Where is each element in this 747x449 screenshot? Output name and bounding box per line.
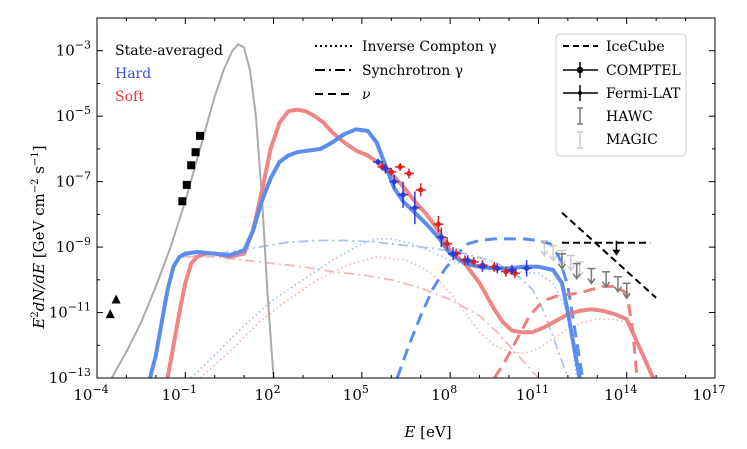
legend-soft: Soft <box>115 89 144 105</box>
legend-hard: Hard <box>115 66 151 82</box>
hard-data-point-marker <box>479 264 486 270</box>
soft-data-point-marker <box>397 164 403 170</box>
fermi-upper-arrow <box>612 249 621 256</box>
hard-data-point-marker <box>382 165 388 172</box>
hawc-upper-limit-arrow <box>613 286 623 294</box>
state-triangle-point <box>105 309 115 319</box>
hawc-upper-limit-arrow <box>572 273 581 280</box>
soft-data-point-marker <box>388 169 394 175</box>
soft-data-point-marker <box>444 241 450 247</box>
hard-data-point-marker <box>391 179 397 185</box>
legend-comptel-label: COMPTEL <box>606 63 681 79</box>
y-tick-label: 10−5 <box>56 104 91 125</box>
plot-content <box>105 43 657 378</box>
state-square-point <box>187 161 196 170</box>
state-square-point <box>191 148 200 157</box>
state-square-point <box>178 197 187 206</box>
plot-series <box>105 43 657 378</box>
x-tick-label: 102 <box>255 383 281 404</box>
legend-ic-label: Inverse Compton γ <box>362 39 497 55</box>
soft-data-point-marker <box>418 187 424 193</box>
hawc-upper-limit-arrow <box>557 263 567 271</box>
legend-fermi-label: Fermi-LAT <box>606 86 681 102</box>
magic-upper-limit-arrow <box>540 250 549 258</box>
x-tick-label: 1014 <box>604 383 637 404</box>
legend-comptel-marker <box>576 66 584 74</box>
axes: 10−4 10−1 102 105 108 1011 1014 1017 10−3 10−5 10−… <box>49 17 726 404</box>
series-hard-sync <box>179 239 569 378</box>
state-square-point <box>196 131 204 140</box>
hard-data-point-marker <box>509 267 515 273</box>
legend-state-averaged: State-averaged <box>115 43 223 59</box>
hard-data-point-marker <box>375 159 381 165</box>
soft-data-point-marker <box>406 170 412 177</box>
x-tick-label: 105 <box>343 383 369 404</box>
hard-data-point-marker <box>524 265 530 271</box>
state-square-point <box>182 180 191 189</box>
hard-data-point-marker <box>494 265 500 271</box>
series-gray-thermal <box>110 43 275 378</box>
series-hard-ic <box>190 238 578 378</box>
magic-upper-limit-arrow <box>566 265 575 272</box>
data-legend: IceCube COMPTEL Fermi-LAT HAWC MAGIC <box>555 33 687 157</box>
y-axis-label: E2dN/dE [GeV cm−2 s−1] <box>30 145 48 329</box>
hard-data-point-marker <box>400 192 406 198</box>
legend-icecube-label: IceCube <box>606 39 665 55</box>
state-legend: State-averaged Hard Soft <box>115 43 223 105</box>
legend-fermi-marker <box>578 91 582 95</box>
x-tick-label: 108 <box>431 383 457 404</box>
hard-data-point-marker <box>450 251 456 257</box>
x-tick-label: 1017 <box>692 383 725 404</box>
y-tick-label: 10−11 <box>49 301 91 322</box>
y-tick-label: 10−7 <box>56 170 91 191</box>
hawc-upper-limit-arrow <box>587 278 596 285</box>
hawc-upper-limit-arrow <box>622 292 631 300</box>
magic-upper-limit-arrow <box>549 255 558 262</box>
series-hard-nu <box>395 237 585 378</box>
legend-nu-label: ν <box>362 87 371 103</box>
hawc-upper-limit-arrow <box>601 281 611 289</box>
x-axis-label-symbol: E <box>403 423 415 441</box>
hard-data-point-marker <box>465 257 471 263</box>
y-tick-label: 10−9 <box>56 235 91 256</box>
data-legend-box <box>555 33 687 157</box>
series-soft-nu <box>493 284 639 378</box>
x-tick-label: 10−1 <box>162 383 197 404</box>
series-icecube-slope <box>561 211 657 299</box>
component-legend: Inverse Compton γ Synchrotron γ ν <box>315 39 497 103</box>
x-tick-label: 1011 <box>516 383 549 404</box>
legend-hawc-label: HAWC <box>606 109 653 125</box>
hard-data-point-marker <box>412 205 418 211</box>
y-tick-label: 10−3 <box>56 39 91 60</box>
state-triangle-point <box>111 294 121 304</box>
soft-data-point-marker <box>435 221 441 227</box>
y-axis-label-text: E2dN/dE [GeV cm−2 s−1] <box>30 145 48 329</box>
legend-magic-label: MAGIC <box>606 132 658 148</box>
plot-frame <box>96 17 716 379</box>
x-axis-label: E [eV] <box>403 423 451 441</box>
y-tick-label: 10−13 <box>49 366 91 387</box>
x-axis-label-unit: [eV] <box>415 423 451 441</box>
hard-data-point-marker <box>438 234 444 240</box>
legend-sync-label: Synchrotron γ <box>362 63 463 79</box>
x-tick-label: 10−4 <box>73 383 108 404</box>
series-soft-sync <box>185 255 540 378</box>
